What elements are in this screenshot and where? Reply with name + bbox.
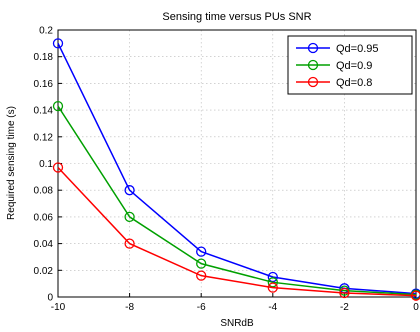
x-tick-label: 0 [413,302,419,313]
y-axis-label: Required sensing time (s) [6,106,17,220]
legend-swatch-marker [307,59,319,71]
y-tick-label: 0.1 [39,159,53,170]
data-point [267,271,278,283]
data-point [267,277,278,288]
x-tick-label: -10 [51,302,66,313]
data-point [52,162,64,173]
x-tick-label: -4 [268,302,277,313]
legend: Qd=0.95 Qd=0.9 Qd=0.8 [287,35,413,95]
data-point [267,282,278,293]
data-point [196,270,207,281]
data-point [52,100,64,112]
data-point [124,185,135,196]
y-tick-label: 0.18 [34,52,54,63]
legend-item: Qd=0.9 [296,59,372,72]
x-tick-label: -2 [340,302,349,313]
legend-swatch-marker [307,42,319,54]
y-tick-label: 0 [47,293,53,304]
series-line [57,105,417,296]
legend-item: Qd=0.8 [296,76,372,89]
y-tick-label: 0.12 [34,132,54,143]
x-tick-label: -6 [197,302,206,313]
chart-title: Sensing time versus PUs SNR [162,11,311,23]
series-1 [52,38,420,299]
data-point [124,211,135,223]
data-point [124,238,135,249]
legend-label: Qd=0.95 [336,43,379,55]
y-tick-label: 0.14 [34,106,54,117]
data-point [410,290,420,301]
x-tick-label: -8 [125,302,134,313]
series-line [57,166,417,297]
y-tick-label: 0.16 [34,79,54,90]
y-tick-label: 0.2 [39,26,53,37]
data-point [196,246,207,257]
data-point [196,258,207,269]
series-3 [52,162,420,301]
series-2 [52,100,420,300]
legend-label: Qd=0.8 [336,77,372,89]
data-point [52,38,64,49]
legend-swatch-marker [307,76,319,88]
legend-item: Qd=0.95 [296,42,379,55]
legend-label: Qd=0.9 [336,60,372,72]
y-tick-label: 0.06 [34,212,54,223]
y-tick-label: 0.02 [34,266,54,277]
series-line [57,43,417,295]
y-tick-label: 0.08 [34,186,54,197]
y-tick-label: 0.04 [34,239,54,250]
data-point [339,287,350,299]
x-axis-label: SNRdB [220,318,254,329]
series-layer [52,38,420,301]
